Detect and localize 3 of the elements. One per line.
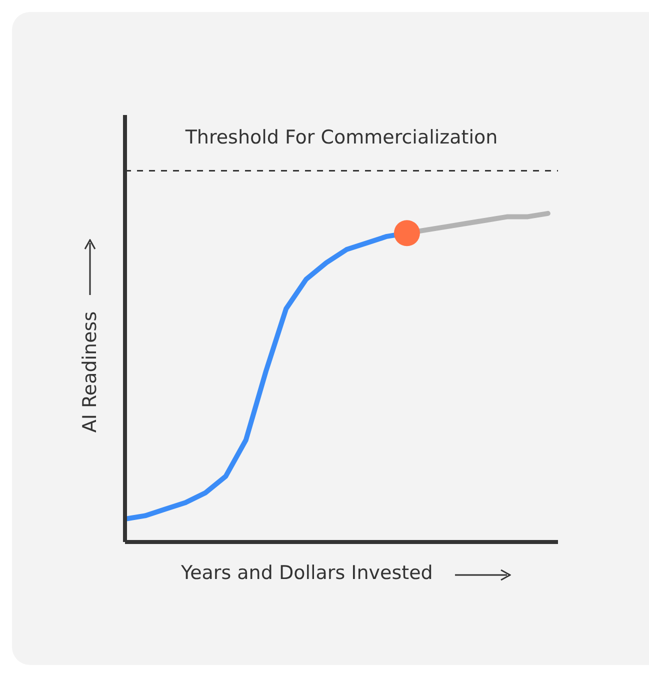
y-axis-title: AI Readiness: [79, 311, 101, 433]
ref-line-label: Threshold For Commercialization: [184, 126, 498, 149]
x-axis-title: Years and Dollars Invested: [181, 562, 433, 584]
